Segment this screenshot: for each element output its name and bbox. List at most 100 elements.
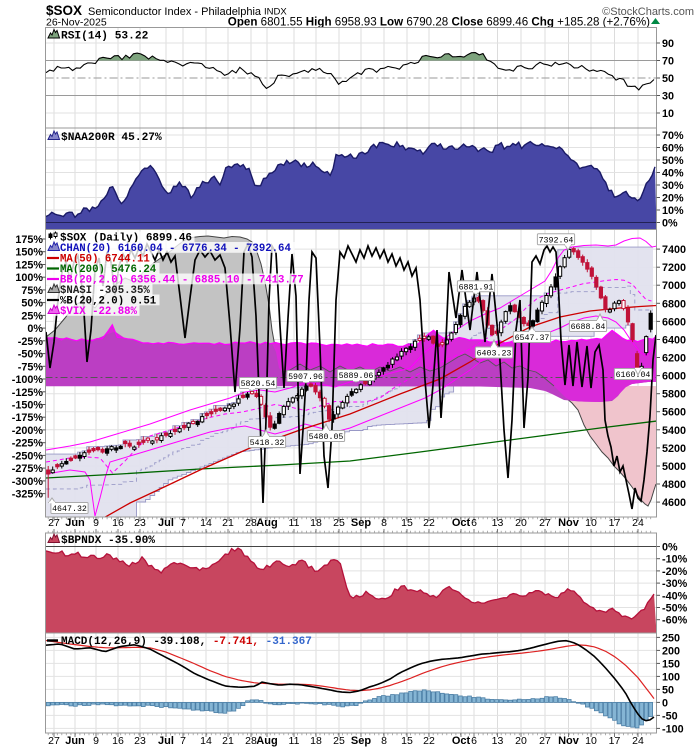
svg-text:5480.05: 5480.05 — [309, 433, 344, 442]
svg-text:-10%: -10% — [662, 554, 688, 566]
svg-text:Semiconductor Index - Philadel: Semiconductor Index - Philadelphia — [88, 6, 262, 18]
svg-text:23: 23 — [134, 735, 146, 747]
svg-text:CHAN(20) 6160.04 - 6776.34 - 7: CHAN(20) 6160.04 - 6776.34 - 7392.64 — [60, 243, 291, 255]
svg-text:9: 9 — [93, 517, 99, 529]
svg-text:13: 13 — [492, 735, 504, 747]
svg-text:Sep: Sep — [351, 517, 371, 529]
svg-text:28: 28 — [245, 735, 257, 747]
svg-text:-250%: -250% — [12, 450, 44, 462]
svg-text:7400: 7400 — [662, 244, 686, 256]
svg-text:-225%: -225% — [12, 438, 44, 450]
svg-text:6200: 6200 — [662, 353, 686, 365]
svg-text:-200%: -200% — [12, 425, 44, 437]
svg-text:Jun: Jun — [65, 735, 85, 747]
svg-text:-50: -50 — [662, 710, 678, 722]
svg-text:6160.04: 6160.04 — [616, 371, 651, 380]
svg-text:25: 25 — [333, 517, 345, 529]
svg-text:70%: 70% — [662, 130, 684, 142]
svg-text:MA(50) 6744.11: MA(50) 6744.11 — [60, 254, 150, 266]
svg-text:6: 6 — [471, 517, 477, 529]
svg-text:0%: 0% — [662, 542, 678, 554]
svg-text:50%: 50% — [662, 155, 684, 167]
svg-text:$VIX -22.88%: $VIX -22.88% — [60, 306, 138, 318]
svg-text:20%: 20% — [662, 193, 684, 205]
svg-text:22: 22 — [423, 735, 435, 747]
svg-text:11: 11 — [289, 735, 300, 747]
svg-text:Nov: Nov — [558, 735, 580, 747]
svg-text:-150%: -150% — [12, 400, 44, 412]
svg-text:125%: 125% — [15, 260, 43, 272]
svg-text:6881.91: 6881.91 — [459, 283, 494, 292]
svg-text:24: 24 — [632, 735, 644, 747]
svg-text:©StockCharts.com: ©StockCharts.com — [602, 6, 694, 18]
svg-text:8: 8 — [381, 735, 387, 747]
svg-text:150: 150 — [662, 658, 680, 670]
svg-text:30: 30 — [662, 91, 674, 103]
svg-text:27: 27 — [539, 735, 551, 747]
svg-text:-275%: -275% — [12, 463, 44, 475]
svg-text:175%: 175% — [15, 234, 43, 246]
svg-text:Oct: Oct — [452, 517, 471, 529]
svg-text:7000: 7000 — [662, 280, 686, 292]
svg-text:22: 22 — [423, 517, 435, 529]
svg-text:150%: 150% — [15, 247, 43, 259]
svg-text:5418.32: 5418.32 — [250, 439, 285, 448]
svg-text:18: 18 — [310, 517, 322, 529]
svg-text:6547.37: 6547.37 — [515, 334, 550, 343]
svg-text:%B(20,2.0) 0.51: %B(20,2.0) 0.51 — [60, 296, 156, 308]
svg-text:6: 6 — [471, 735, 477, 747]
svg-text:Open 6801.55 High 6958.93 Low: Open 6801.55 High 6958.93 Low 6790.28 Cl… — [228, 16, 650, 29]
svg-text:-300%: -300% — [12, 476, 44, 488]
svg-text:27: 27 — [539, 517, 551, 529]
svg-text:40%: 40% — [662, 168, 684, 180]
svg-text:INDX: INDX — [264, 7, 287, 18]
svg-text:50%: 50% — [21, 298, 43, 310]
svg-text:-50%: -50% — [662, 603, 688, 615]
svg-text:20: 20 — [515, 735, 527, 747]
svg-text:50: 50 — [662, 73, 674, 85]
svg-text:28: 28 — [245, 517, 257, 529]
svg-text:14: 14 — [200, 735, 212, 747]
svg-text:16: 16 — [112, 517, 124, 529]
svg-text:7: 7 — [180, 517, 186, 529]
svg-text:5889.06: 5889.06 — [339, 372, 374, 381]
svg-text:7200: 7200 — [662, 262, 686, 274]
svg-text:6403.23: 6403.23 — [477, 350, 512, 359]
svg-text:26-Nov-2025: 26-Nov-2025 — [46, 17, 107, 29]
svg-text:20: 20 — [515, 517, 527, 529]
svg-text:-75%: -75% — [18, 361, 44, 373]
svg-text:17: 17 — [609, 517, 621, 529]
svg-text:25%: 25% — [21, 310, 43, 322]
svg-text:MACD(12,26,9) -39.108, -7.741,: MACD(12,26,9) -39.108, -7.741, -31.367 — [61, 636, 312, 648]
svg-text:30%: 30% — [662, 180, 684, 192]
svg-text:-175%: -175% — [12, 412, 44, 424]
svg-text:MA(200) 5476.24: MA(200) 5476.24 — [60, 264, 157, 276]
svg-text:0%: 0% — [27, 323, 43, 335]
svg-text:18: 18 — [310, 735, 322, 747]
svg-text:27: 27 — [48, 735, 60, 747]
svg-text:25: 25 — [333, 735, 345, 747]
svg-text:-40%: -40% — [662, 590, 688, 602]
svg-text:5907.96: 5907.96 — [288, 373, 323, 382]
svg-text:10: 10 — [585, 517, 597, 529]
svg-text:6000: 6000 — [662, 371, 686, 383]
svg-text:Sep: Sep — [351, 735, 371, 747]
svg-text:BB(20,2.0) 6356.44 - 6885.10 -: BB(20,2.0) 6356.44 - 6885.10 - 7413.77 — [60, 275, 304, 287]
svg-text:Jul: Jul — [158, 735, 174, 747]
svg-text:21: 21 — [222, 735, 234, 747]
svg-text:6688.84: 6688.84 — [571, 323, 606, 332]
svg-text:11: 11 — [289, 517, 300, 529]
svg-text:5400: 5400 — [662, 425, 686, 437]
svg-text:Aug: Aug — [256, 735, 277, 747]
svg-text:4600: 4600 — [662, 497, 686, 509]
svg-text:-100: -100 — [662, 723, 684, 735]
svg-text:Aug: Aug — [256, 517, 277, 529]
svg-text:7: 7 — [180, 735, 186, 747]
svg-text:Jul: Jul — [158, 517, 174, 529]
svg-text:100: 100 — [662, 671, 680, 683]
svg-text:100%: 100% — [15, 272, 43, 284]
svg-text:4647.32: 4647.32 — [52, 505, 87, 514]
svg-text:$NASI -305.35%: $NASI -305.35% — [60, 285, 150, 297]
svg-text:16: 16 — [112, 735, 124, 747]
svg-text:75%: 75% — [21, 285, 43, 297]
